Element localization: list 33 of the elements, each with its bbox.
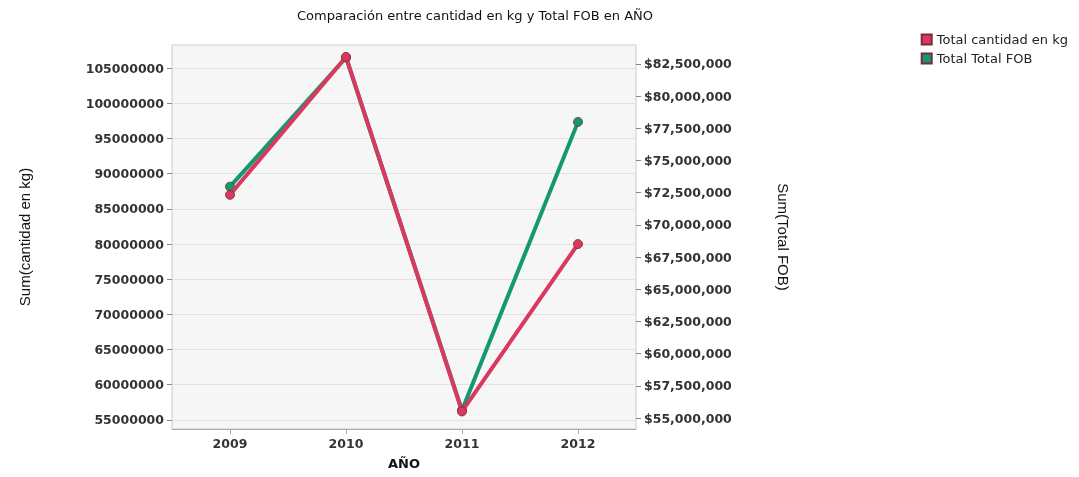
x-tick-label: 2009 <box>212 436 248 451</box>
y2-tick-label: $77,500,000 <box>644 120 733 136</box>
y2-tick-label: $80,000,000 <box>644 88 733 104</box>
y-axis-title: Sum(cantidad en kg) <box>16 167 33 307</box>
y2-tick-label: $57,500,000 <box>644 378 733 394</box>
y-tick-label: 85000000 <box>94 201 165 217</box>
y-tick-label: 70000000 <box>94 306 165 322</box>
y-tick-label: 60000000 <box>94 377 165 393</box>
y-tick-label: 65000000 <box>94 342 165 358</box>
chart-title: Comparación entre cantidad en kg y Total FOB en AÑO <box>296 8 654 23</box>
y2-axis-title: Sum(Total FOB) <box>775 183 792 291</box>
y2-tick-label: $72,500,000 <box>644 185 733 201</box>
y-tick-label: 80000000 <box>94 236 165 252</box>
y-tick-label: 100000000 <box>85 95 165 111</box>
x-axis-title: AÑO <box>388 456 420 471</box>
y2-tick-label: $62,500,000 <box>644 313 733 329</box>
y-tick-label: 75000000 <box>94 271 165 287</box>
legend-label: Total cantidad en kg <box>935 32 1068 47</box>
y-tick-label: 90000000 <box>94 166 165 182</box>
y2-tick-label: $67,500,000 <box>644 249 733 265</box>
y2-tick-label: $70,000,000 <box>644 217 733 233</box>
y-tick-label: 95000000 <box>94 131 165 147</box>
y2-tick-label: $82,500,000 <box>644 56 733 72</box>
x-tick-label: 2010 <box>328 436 364 451</box>
legend-label: Total Total FOB <box>935 51 1033 66</box>
y2-tick-label: $55,000,000 <box>644 410 733 426</box>
y2-tick-label: $60,000,000 <box>644 346 733 362</box>
y2-tick-label: $75,000,000 <box>644 153 733 169</box>
y-tick-label: 105000000 <box>85 60 165 76</box>
x-tick-label: 2011 <box>444 436 480 451</box>
x-tick-label: 2012 <box>560 436 596 451</box>
y2-tick-label: $65,000,000 <box>644 281 733 297</box>
y-tick-label: 55000000 <box>94 412 165 428</box>
